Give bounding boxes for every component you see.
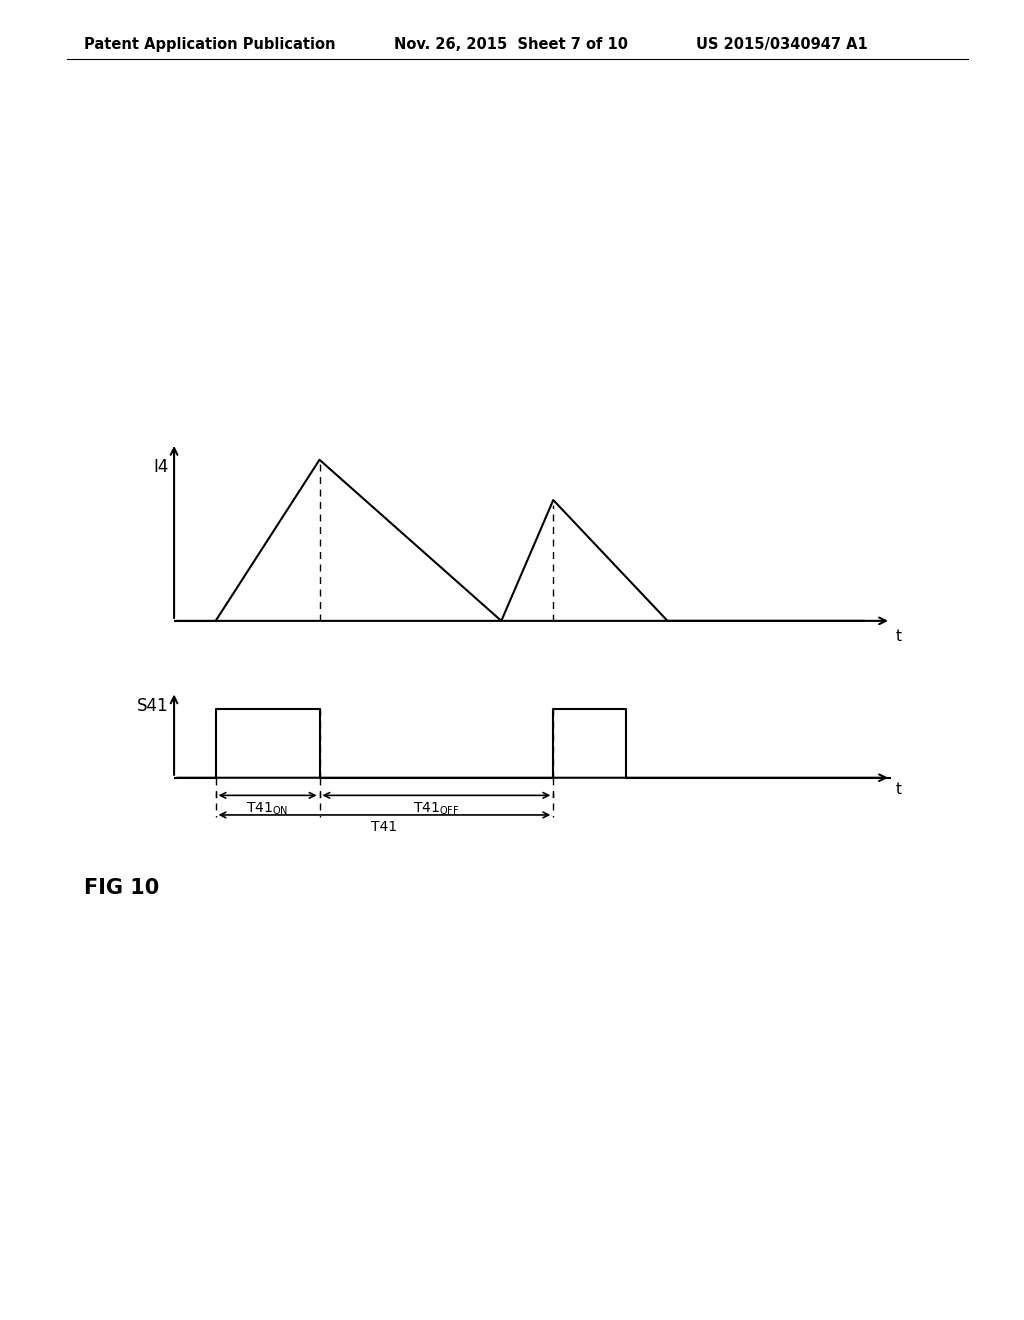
Text: t: t <box>896 628 902 644</box>
Text: T41$_{\mathregular{OFF}}$: T41$_{\mathregular{OFF}}$ <box>413 800 460 817</box>
Text: T41: T41 <box>372 820 397 834</box>
Text: Patent Application Publication: Patent Application Publication <box>84 37 336 51</box>
Text: US 2015/0340947 A1: US 2015/0340947 A1 <box>696 37 868 51</box>
Text: FIG 10: FIG 10 <box>84 878 159 898</box>
Text: T41$_{\mathregular{ON}}$: T41$_{\mathregular{ON}}$ <box>247 800 289 817</box>
Text: Nov. 26, 2015  Sheet 7 of 10: Nov. 26, 2015 Sheet 7 of 10 <box>394 37 629 51</box>
Text: S41: S41 <box>137 697 169 715</box>
Text: t: t <box>896 781 902 797</box>
Text: I4: I4 <box>154 458 169 475</box>
